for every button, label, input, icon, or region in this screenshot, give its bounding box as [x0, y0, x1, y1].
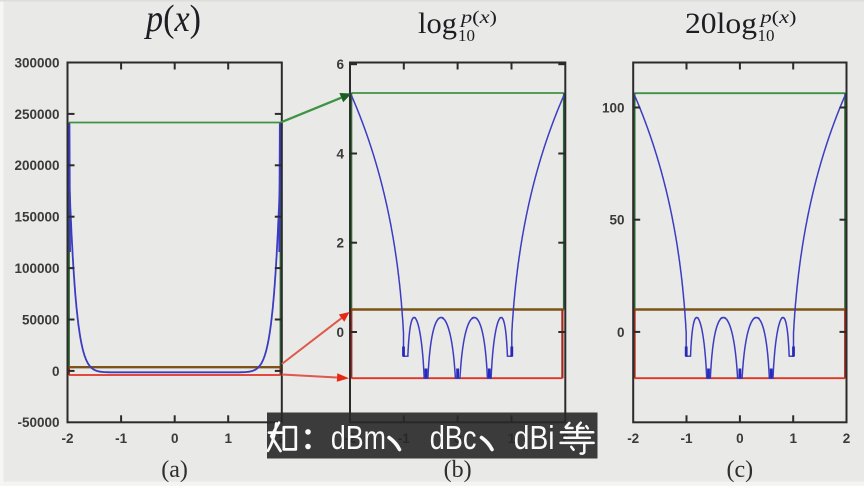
svg-text:1: 1	[224, 431, 232, 446]
svg-text:-1: -1	[680, 431, 692, 446]
svg-text:50000: 50000	[22, 312, 60, 327]
svg-text:p(x): p(x)	[758, 7, 796, 28]
svg-text:1: 1	[789, 431, 797, 446]
svg-text:2: 2	[336, 236, 344, 251]
svg-text:(b): (b)	[444, 457, 472, 483]
svg-text:0: 0	[736, 431, 744, 446]
svg-text:6: 6	[336, 57, 344, 72]
svg-text:p(x): p(x)	[143, 0, 201, 40]
svg-text:(c): (c)	[726, 457, 753, 483]
svg-text:dBc: dBc	[430, 420, 477, 457]
svg-text:dBm: dBm	[331, 420, 386, 457]
svg-text:20log: 20log	[685, 7, 757, 40]
svg-text:300000: 300000	[14, 55, 59, 70]
svg-text:dBi: dBi	[514, 420, 555, 457]
svg-text:-2: -2	[627, 431, 639, 446]
svg-text:-1: -1	[115, 431, 127, 446]
svg-text:10: 10	[458, 26, 475, 45]
svg-text:150000: 150000	[14, 210, 59, 225]
svg-text:log: log	[418, 7, 457, 40]
svg-text:0: 0	[336, 325, 344, 340]
svg-text:0: 0	[52, 364, 60, 379]
svg-text:10: 10	[758, 26, 775, 45]
svg-text:50: 50	[609, 213, 624, 228]
svg-text:100000: 100000	[14, 261, 59, 276]
svg-text:-50000: -50000	[17, 415, 59, 430]
svg-text:0: 0	[171, 431, 179, 446]
svg-text:200000: 200000	[14, 158, 59, 173]
svg-text:250000: 250000	[14, 107, 59, 122]
svg-text:4: 4	[336, 146, 344, 161]
svg-text:100: 100	[602, 100, 625, 115]
svg-text:p(x): p(x)	[459, 7, 497, 28]
svg-text:0: 0	[617, 325, 625, 340]
svg-text:(a): (a)	[161, 457, 188, 483]
svg-text:2: 2	[843, 431, 851, 446]
svg-text:-2: -2	[61, 431, 73, 446]
